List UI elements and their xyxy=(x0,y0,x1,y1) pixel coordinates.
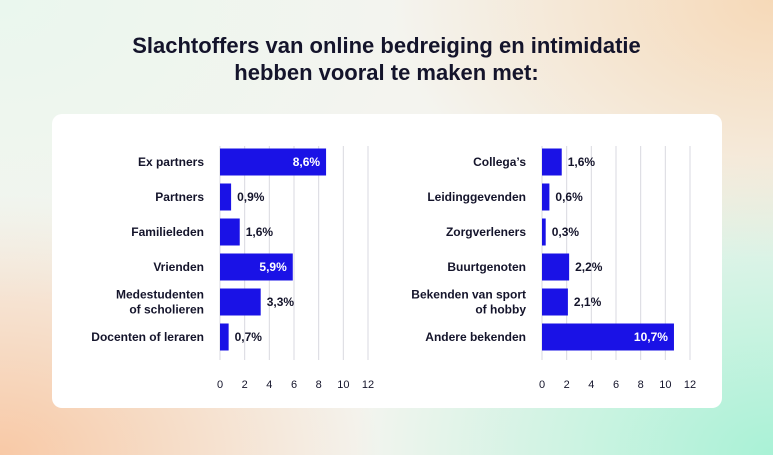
chart-panel-2: 0 2 4 6 8 10 12 Collega’s 1,6% Leidinggevenden 0,6… xyxy=(411,146,696,391)
category-label: Leidinggevenden xyxy=(427,190,526,204)
category-label-line: Medestudenten xyxy=(116,288,204,302)
data-label: 2,2% xyxy=(575,260,603,274)
data-label: 1,6% xyxy=(568,155,596,169)
bar xyxy=(542,183,550,211)
category-label-line: Andere bekenden xyxy=(425,330,526,344)
x-tick-label: 4 xyxy=(588,379,594,391)
bar xyxy=(220,323,229,351)
bar xyxy=(542,288,568,316)
category-label-line: Familieleden xyxy=(131,225,204,239)
category-label-line: Collega’s xyxy=(473,155,526,169)
category-label: Collega’s xyxy=(473,155,526,169)
category-label: Buurtgenoten xyxy=(447,260,526,274)
x-tick-label: 10 xyxy=(337,379,349,391)
category-label: Zorgverleners xyxy=(446,225,526,239)
data-label: 3,3% xyxy=(267,295,295,309)
x-tick-label: 8 xyxy=(638,379,644,391)
bar xyxy=(220,253,293,281)
data-label: 5,9% xyxy=(259,260,287,274)
data-label: 0,7% xyxy=(235,330,263,344)
category-label: Bekenden van sport of hobby xyxy=(411,288,526,317)
data-label: 2,1% xyxy=(574,295,602,309)
bar xyxy=(220,288,261,316)
chart-title-line-1: Slachtoffers van online bedreiging en in… xyxy=(132,33,641,58)
bar xyxy=(542,323,674,351)
category-label: Ex partners xyxy=(138,155,204,169)
chart-title-line-2: hebben vooral te maken met: xyxy=(234,60,539,85)
x-tick-label: 6 xyxy=(291,379,297,391)
x-tick-label: 0 xyxy=(217,379,223,391)
data-label: 0,9% xyxy=(237,190,265,204)
bar xyxy=(542,148,562,176)
category-label-line: Vrienden xyxy=(153,260,204,274)
category-label-line: Leidinggevenden xyxy=(427,190,526,204)
category-label: Medestudenten of scholieren xyxy=(116,288,204,317)
data-label: 1,6% xyxy=(246,225,274,239)
category-label-line: Partners xyxy=(155,190,204,204)
category-label: Partners xyxy=(155,190,204,204)
category-label: Docenten of leraren xyxy=(91,330,204,344)
category-label-line: Zorgverleners xyxy=(446,225,526,239)
category-label-line: Ex partners xyxy=(138,155,204,169)
data-label: 10,7% xyxy=(634,330,668,344)
x-tick-label: 10 xyxy=(659,379,671,391)
chart-title: Slachtoffers van online bedreiging en in… xyxy=(0,32,773,86)
x-tick-label: 12 xyxy=(362,379,374,391)
category-label-line: Docenten of leraren xyxy=(91,330,204,344)
data-label: 0,3% xyxy=(552,225,580,239)
category-label: Familieleden xyxy=(131,225,204,239)
bar xyxy=(542,253,570,281)
chart-card xyxy=(52,114,722,408)
data-label: 0,6% xyxy=(555,190,583,204)
chart-panel-1: 0 2 4 6 8 10 12 Ex partners 8,6% Partners 0,9% Fami… xyxy=(91,146,374,391)
x-tick-label: 4 xyxy=(266,379,272,391)
x-tick-label: 2 xyxy=(242,379,248,391)
x-tick-label: 0 xyxy=(539,379,545,391)
bar xyxy=(220,218,240,246)
category-label-line: of scholieren xyxy=(129,303,204,317)
x-tick-label: 2 xyxy=(564,379,570,391)
bar xyxy=(220,148,327,176)
x-tick-label: 8 xyxy=(316,379,322,391)
category-label-line: Buurtgenoten xyxy=(447,260,526,274)
data-label: 8,6% xyxy=(293,155,321,169)
bar xyxy=(542,218,546,246)
bar xyxy=(220,183,232,211)
x-tick-label: 6 xyxy=(613,379,619,391)
x-tick-label: 12 xyxy=(684,379,696,391)
category-label: Andere bekenden xyxy=(425,330,526,344)
category-label-line: Bekenden van sport xyxy=(411,288,526,302)
category-label-line: of hobby xyxy=(475,303,526,317)
category-label: Vrienden xyxy=(153,260,204,274)
